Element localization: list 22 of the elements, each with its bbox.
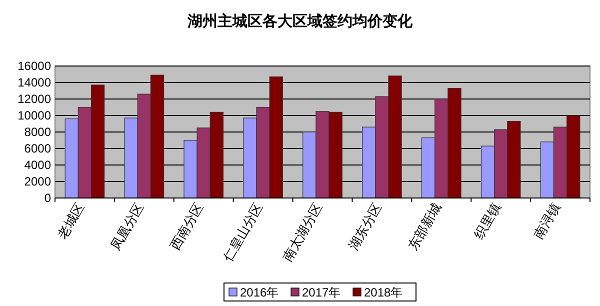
y-tick-label: 0 <box>44 191 52 205</box>
chart-title: 湖州主城区各大区域签约均价变化 <box>186 12 414 30</box>
x-tick-label: 南太湖分区 <box>280 200 326 264</box>
x-tick-label: 西南分区 <box>167 200 206 253</box>
y-tick-label: 4000 <box>24 158 52 172</box>
legend-label: 2017年 <box>302 286 341 300</box>
legend-label: 2018年 <box>364 286 403 300</box>
legend-label: 2016年 <box>240 286 279 300</box>
x-tick-label: 凤凰分区 <box>108 200 147 253</box>
x-tick-label: 仁皇山分区 <box>220 200 266 265</box>
y-tick-label: 8000 <box>24 125 52 139</box>
x-tick-label: 南浔镇 <box>530 200 563 242</box>
y-tick-label: 14000 <box>18 76 52 90</box>
x-tick-label: 东部新城 <box>404 200 444 253</box>
y-tick-label: 10000 <box>18 108 52 122</box>
x-tick-label: 湖东分区 <box>346 200 385 253</box>
y-tick-label: 6000 <box>24 142 52 156</box>
x-tick-label: 织里镇 <box>470 200 504 242</box>
y-tick-label: 16000 <box>18 59 52 73</box>
x-tick-label: 老城区 <box>54 200 88 242</box>
y-tick-label: 2000 <box>24 174 52 188</box>
y-tick-label: 12000 <box>18 92 52 106</box>
